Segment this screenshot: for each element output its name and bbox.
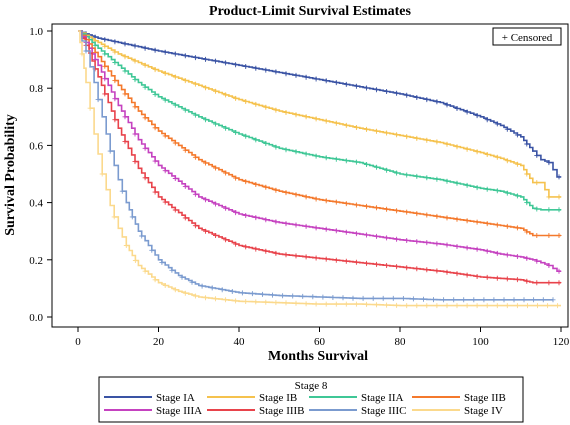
legend-item-stage-iib: Stage IIB [412, 392, 506, 404]
plot-frame [51, 23, 569, 328]
legend-label: Stage IIA [361, 392, 404, 404]
chart-title: Product-Limit Survival Estimates [209, 4, 412, 19]
censor-marks-stage-iv [79, 51, 561, 309]
x-axis: 0 20 40 60 80 100 120 [75, 327, 570, 348]
series-stage-iiic [78, 30, 556, 303]
legend-label: Stage IIIB [259, 405, 305, 417]
legend-label: Stage IB [259, 392, 297, 404]
legend-label: Stage IA [156, 392, 195, 404]
series-stage-iiib [78, 30, 562, 286]
legend-item-stage-ib: Stage IB [207, 392, 297, 404]
y-axis-label: Survival Probability [3, 114, 18, 235]
censored-key-label: + Censored [502, 32, 553, 44]
legend-item-stage-iiia: Stage IIIA [104, 405, 202, 417]
y-tick-label: 0.2 [29, 255, 43, 267]
legend-label: Stage IIIA [156, 405, 202, 417]
legend-item-stage-iia: Stage IIA [309, 392, 404, 404]
censor-marks-stage-ib [83, 32, 562, 200]
censored-key-box [492, 27, 562, 46]
x-tick-label: 60 [314, 336, 326, 348]
series-stage-iv [78, 30, 561, 309]
legend-item-stage-iiic: Stage IIIC [309, 405, 407, 417]
y-axis: 0.0 0.2 0.4 0.6 0.8 1.0 [29, 26, 52, 324]
censored-key: + Censored [492, 27, 562, 46]
censor-marks-stage-iia [83, 34, 562, 213]
legend-label: Stage IV [464, 405, 503, 417]
x-axis-label: Months Survival [268, 349, 368, 364]
y-tick-label: 0.0 [29, 312, 43, 324]
series-stage-iiia [78, 30, 562, 274]
series-stage-iib [78, 30, 562, 238]
y-tick-label: 0.6 [29, 140, 43, 152]
legend-item-stage-iv: Stage IV [412, 405, 503, 417]
curve-stage-iiic [78, 30, 553, 301]
legend: Stage 8 Stage IA Stage IB Stage IIA Stage I… [98, 376, 524, 423]
legend-title: Stage 8 [295, 380, 328, 392]
curve-stage-iib [78, 30, 561, 237]
legend-label: Stage IIB [464, 392, 506, 404]
curve-stage-ib [78, 30, 561, 198]
x-tick-label: 100 [472, 336, 489, 348]
y-tick-label: 1.0 [29, 26, 43, 38]
x-tick-label: 0 [75, 336, 81, 348]
legend-item-stage-ia: Stage IA [104, 392, 195, 404]
censor-marks-stage-iiic [83, 48, 556, 303]
legend-item-stage-iiib: Stage IIIB [207, 405, 305, 417]
y-tick-label: 0.4 [29, 198, 43, 210]
curve-stage-iv [78, 30, 561, 307]
series-layer [78, 30, 562, 309]
x-tick-label: 80 [395, 336, 407, 348]
legend-box [98, 376, 524, 423]
legend-entries: Stage IA Stage IB Stage IIA Stage IIBStage … [104, 392, 506, 417]
x-tick-label: 20 [153, 336, 165, 348]
x-tick-label: 40 [234, 336, 246, 348]
series-stage-ib [78, 30, 562, 200]
y-tick-label: 0.8 [29, 83, 43, 95]
x-tick-label: 120 [553, 336, 570, 348]
legend-label: Stage IIIC [361, 405, 407, 417]
